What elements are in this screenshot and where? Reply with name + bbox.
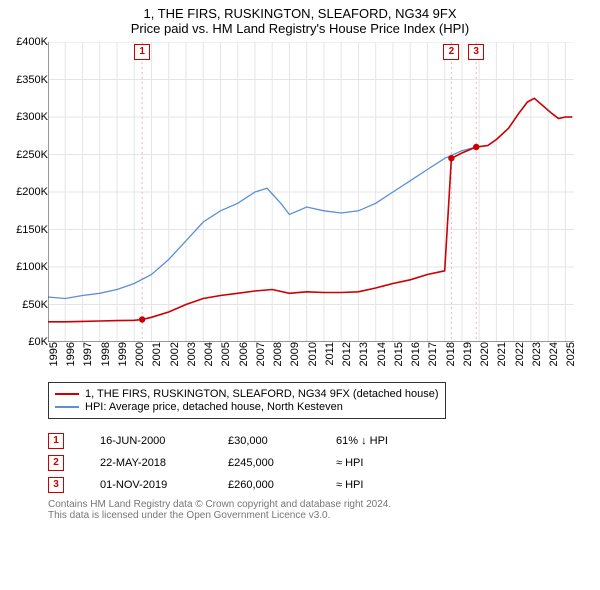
event-price: £245,000 [228,457,308,469]
event-date: 01-NOV-2019 [100,479,200,491]
x-tick-label: 2001 [151,342,163,366]
x-tick-label: 2022 [514,342,526,366]
y-tick-label: £0K [28,336,48,348]
x-tick-label: 2002 [169,342,181,366]
y-tick-label: £100K [16,261,48,273]
y-tick-label: £50K [22,299,48,311]
x-tick-label: 2003 [186,342,198,366]
event-row-marker: 1 [48,433,64,449]
x-tick-label: 2021 [496,342,508,366]
event-row: 2 22-MAY-2018 £245,000 ≈ HPI [48,455,580,471]
x-tick-label: 2010 [307,342,319,366]
event-price: £30,000 [228,435,308,447]
x-tick-label: 2009 [289,342,301,366]
legend-label: HPI: Average price, detached house, Nort… [85,401,343,413]
x-tick-label: 1998 [100,342,112,366]
legend-item: HPI: Average price, detached house, Nort… [55,401,439,413]
y-tick-label: £200K [16,186,48,198]
legend-item: 1, THE FIRS, RUSKINGTON, SLEAFORD, NG34 … [55,388,439,400]
y-tick-label: £400K [16,36,48,48]
event-row: 3 01-NOV-2019 £260,000 ≈ HPI [48,477,580,493]
event-row: 1 16-JUN-2000 £30,000 61% ↓ HPI [48,433,580,449]
x-tick-label: 2008 [272,342,284,366]
x-tick-label: 2006 [238,342,250,366]
plot-area: £0K£50K£100K£150K£200K£250K£300K£350K£40… [48,42,574,342]
footer-line-2: This data is licensed under the Open Gov… [48,510,580,521]
x-tick-label: 2012 [341,342,353,366]
event-row-marker: 2 [48,455,64,471]
legend-swatch [55,406,79,408]
event-price: £260,000 [228,479,308,491]
x-tick-label: 2015 [393,342,405,366]
x-tick-label: 1996 [65,342,77,366]
chart-title: 1, THE FIRS, RUSKINGTON, SLEAFORD, NG34 … [10,6,590,21]
footer-attribution: Contains HM Land Registry data © Crown c… [48,499,580,521]
x-tick-label: 1995 [48,342,60,366]
x-tick-label: 2004 [203,342,215,366]
event-date: 16-JUN-2000 [100,435,200,447]
x-tick-label: 2017 [427,342,439,366]
chart-container: 1, THE FIRS, RUSKINGTON, SLEAFORD, NG34 … [0,0,600,527]
x-tick-label: 2011 [324,342,336,366]
legend: 1, THE FIRS, RUSKINGTON, SLEAFORD, NG34 … [48,382,446,419]
chart-subtitle: Price paid vs. HM Land Registry's House … [10,21,590,36]
legend-label: 1, THE FIRS, RUSKINGTON, SLEAFORD, NG34 … [85,388,439,400]
x-tick-label: 2023 [531,342,543,366]
y-tick-label: £350K [16,74,48,86]
events-table: 1 16-JUN-2000 £30,000 61% ↓ HPI 2 22-MAY-2018… [48,433,580,493]
footer-line-1: Contains HM Land Registry data © Crown c… [48,499,580,510]
x-tick-label: 2025 [565,342,577,366]
event-marker-3: 3 [468,44,484,60]
event-date: 22-MAY-2018 [100,457,200,469]
event-marker-2: 2 [443,44,459,60]
y-tick-label: £250K [16,149,48,161]
x-tick-label: 2000 [134,342,146,366]
event-hpi: ≈ HPI [336,479,436,491]
chart-svg [48,42,574,342]
x-tick-label: 2018 [445,342,457,366]
x-tick-label: 2019 [462,342,474,366]
x-tick-label: 1999 [117,342,129,366]
y-tick-label: £300K [16,111,48,123]
event-hpi: 61% ↓ HPI [336,435,436,447]
x-tick-label: 2024 [548,342,560,366]
event-marker-1: 1 [134,44,150,60]
event-hpi: ≈ HPI [336,457,436,469]
x-tick-label: 2014 [376,342,388,366]
x-tick-label: 2007 [255,342,267,366]
legend-swatch [55,393,79,395]
x-tick-label: 2020 [479,342,491,366]
event-row-marker: 3 [48,477,64,493]
y-tick-label: £150K [16,224,48,236]
x-tick-label: 2016 [410,342,422,366]
x-tick-label: 1997 [82,342,94,366]
x-tick-label: 2013 [358,342,370,366]
x-tick-label: 2005 [220,342,232,366]
